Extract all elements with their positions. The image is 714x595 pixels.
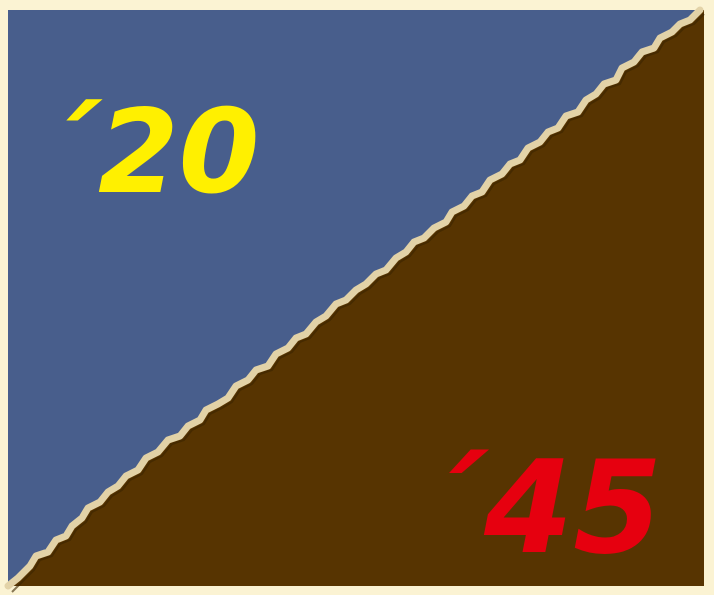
bottom-year-label: ´45 bbox=[420, 434, 662, 583]
torn-edge-shadow bbox=[11, 13, 705, 593]
top-year-label: ´20 bbox=[40, 85, 259, 220]
torn-edge bbox=[4, 6, 704, 590]
